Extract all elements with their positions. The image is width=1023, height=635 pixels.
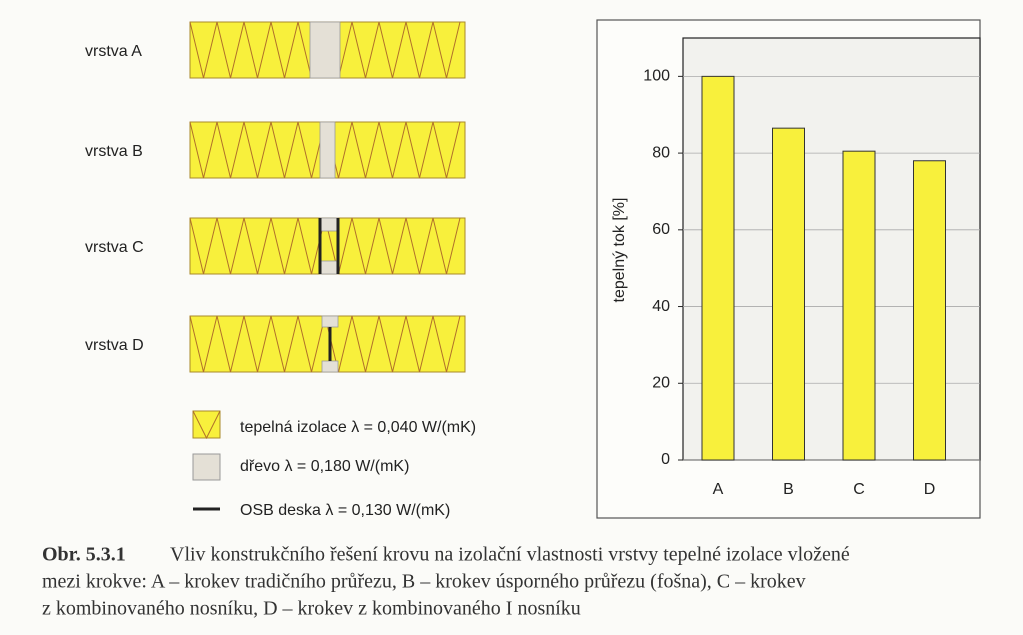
legend-wood [192, 453, 221, 481]
layer-label: vrstva D [85, 337, 144, 354]
layer-label: vrstva B [85, 143, 143, 160]
bar [701, 75, 735, 461]
wood [321, 360, 339, 373]
caption-line: mezi krokve: A – krokev tradičního průře… [42, 571, 806, 593]
caption-line: z kombinovaného nosníku, D – krokev z ko… [42, 598, 581, 620]
wood [319, 217, 339, 232]
y-tick-label: 80 [652, 144, 670, 161]
y-tick-label: 60 [652, 221, 670, 238]
caption-line: Vliv konstrukčního řešení krovu na izola… [170, 544, 850, 566]
legend-label: tepelná izolace λ = 0,040 W/(mK) [240, 419, 476, 436]
legend-label: OSB deska λ = 0,130 W/(mK) [240, 502, 450, 519]
x-tick-label: C [853, 481, 865, 498]
y-tick-label: 100 [643, 68, 670, 85]
caption-number: Obr. 5.3.1 [42, 544, 126, 566]
layer-label: vrstva A [85, 43, 142, 60]
layer-label: vrstva C [85, 239, 144, 256]
x-tick-label: A [713, 481, 724, 498]
y-axis-label: tepelný tok [%] [611, 198, 628, 303]
insulation-hatch [192, 410, 221, 440]
y-tick-label: 0 [661, 451, 670, 468]
y-tick-label: 40 [652, 298, 670, 315]
legend-label: dřevo λ = 0,180 W/(mK) [240, 458, 409, 475]
x-tick-label: D [924, 481, 936, 498]
wood [309, 21, 341, 79]
y-tick-label: 20 [652, 374, 670, 391]
insulation [192, 410, 221, 439]
wood [319, 260, 339, 275]
wood [319, 121, 336, 179]
wood [321, 315, 339, 328]
bar [842, 150, 876, 461]
bar [772, 127, 805, 461]
bar [913, 160, 946, 461]
x-tick-label: B [783, 481, 794, 498]
